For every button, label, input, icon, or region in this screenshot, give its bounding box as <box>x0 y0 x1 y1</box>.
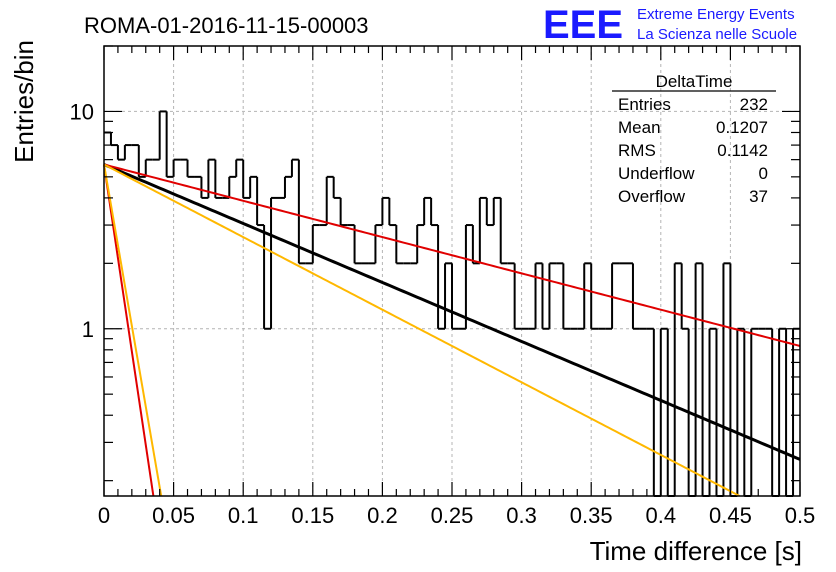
eee-logo-line1: Extreme Energy Events <box>637 6 795 23</box>
y-tick-label: 10 <box>70 99 94 124</box>
x-tick-label: 0.3 <box>506 503 537 528</box>
fit-curve-1 <box>103 163 801 347</box>
histogram <box>104 110 800 497</box>
x-tick-label: 0.35 <box>570 503 613 528</box>
eee-logo: EEE Extreme Energy Events La Scienza nel… <box>543 3 797 47</box>
x-tick-label: 0.05 <box>152 503 195 528</box>
stats-value-underflow: 0 <box>759 164 768 183</box>
fit-curves <box>103 163 801 497</box>
stats-label-rms: RMS <box>618 141 656 160</box>
fit-curve-2 <box>103 163 741 497</box>
fit-curve-0 <box>103 163 801 461</box>
fit-curve-4 <box>103 164 163 497</box>
tick-labels: 0 0.05 0.1 0.15 0.2 0.25 0.3 0.35 0.4 0.45 0.5 1 10 <box>70 99 816 528</box>
x-tick-label: 0.25 <box>431 503 474 528</box>
stats-value-mean: 0.1207 <box>716 118 768 137</box>
x-tick-label: 0.45 <box>709 503 752 528</box>
y-tick-label: 1 <box>82 317 94 342</box>
stats-value-entries: 232 <box>740 95 768 114</box>
stats-title: DeltaTime <box>656 72 733 91</box>
x-tick-label: 0.5 <box>785 503 816 528</box>
eee-logo-line2: La Scienza nelle Scuole <box>637 26 797 43</box>
x-tick-label: 0 <box>98 503 110 528</box>
x-axis-label: Time difference [s] <box>590 536 802 566</box>
y-axis-label: Entries/bin <box>9 40 39 163</box>
x-tick-label: 0.2 <box>367 503 398 528</box>
stats-label-underflow: Underflow <box>618 164 695 183</box>
fit-curve-3 <box>103 164 155 497</box>
x-tick-label: 0.15 <box>291 503 334 528</box>
x-tick-label: 0.4 <box>646 503 677 528</box>
eee-logo-mark: EEE <box>543 3 623 47</box>
stats-value-overflow: 37 <box>749 187 768 206</box>
stats-value-rms: 0.1142 <box>717 141 768 160</box>
stats-box: DeltaTime Entries 232 Mean 0.1207 RMS 0.… <box>612 72 776 206</box>
x-tick-label: 0.1 <box>228 503 259 528</box>
axes <box>103 45 801 497</box>
chart-title: ROMA-01-2016-11-15-00003 <box>84 13 369 38</box>
stats-label-overflow: Overflow <box>618 187 686 206</box>
stats-label-mean: Mean <box>618 118 661 137</box>
stats-label-entries: Entries <box>618 95 671 114</box>
